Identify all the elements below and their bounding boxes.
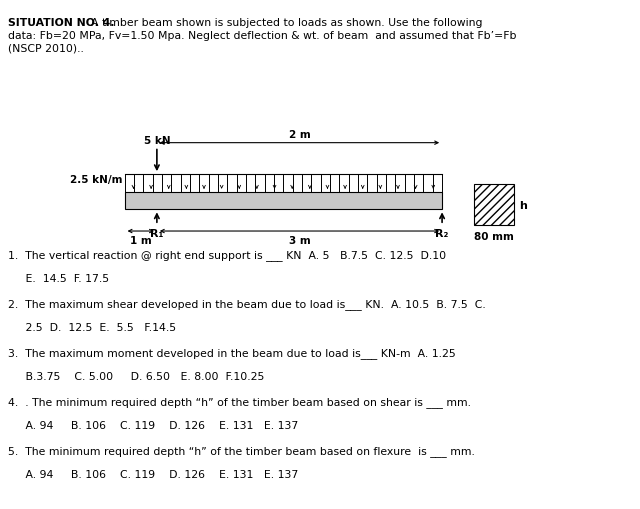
- Text: data: Fb=20 MPa, Fv=1.50 Mpa. Neglect deflection & wt. of beam  and assumed that: data: Fb=20 MPa, Fv=1.50 Mpa. Neglect de…: [8, 31, 516, 41]
- Bar: [474, 185, 514, 225]
- Text: 3 m: 3 m: [289, 236, 310, 245]
- Text: 4.  . The minimum required depth “h” of the timber beam based on shear is ___ mm: 4. . The minimum required depth “h” of t…: [8, 396, 470, 407]
- Text: A. 94     B. 106    C. 119    D. 126    E. 131   E. 137: A. 94 B. 106 C. 119 D. 126 E. 131 E. 137: [8, 420, 298, 431]
- Text: 2 m: 2 m: [289, 129, 310, 139]
- Text: 5.  The minimum required depth “h” of the timber beam based on flexure  is ___ m: 5. The minimum required depth “h” of the…: [8, 445, 474, 456]
- Text: h: h: [519, 200, 527, 210]
- Text: 1 m: 1 m: [130, 236, 152, 245]
- Text: 1.  The vertical reaction @ right end support is ___ KN  A. 5   B.7.5  C. 12.5  : 1. The vertical reaction @ right end sup…: [8, 249, 446, 260]
- Text: A. 94     B. 106    C. 119    D. 126    E. 131   E. 137: A. 94 B. 106 C. 119 D. 126 E. 131 E. 137: [8, 469, 298, 479]
- Text: (NSCP 2010)..: (NSCP 2010)..: [8, 43, 84, 53]
- Text: 5 kN: 5 kN: [143, 135, 170, 146]
- Text: A timber beam shown is subjected to loads as shown. Use the following: A timber beam shown is subjected to load…: [91, 18, 483, 28]
- Text: 3.  The maximum moment developed in the beam due to load is___ KN-m  A. 1.25: 3. The maximum moment developed in the b…: [8, 347, 456, 358]
- Text: SITUATION NO. 4.: SITUATION NO. 4.: [8, 18, 114, 28]
- Text: B.3.75    C. 5.00     D. 6.50   E. 8.00  F.10.25: B.3.75 C. 5.00 D. 6.50 E. 8.00 F.10.25: [8, 372, 264, 382]
- Text: E.  14.5  F. 17.5: E. 14.5 F. 17.5: [8, 274, 109, 284]
- Text: 2.5  D.  12.5  E.  5.5   F.14.5: 2.5 D. 12.5 E. 5.5 F.14.5: [8, 323, 176, 333]
- Text: 2.5 kN/m: 2.5 kN/m: [70, 175, 122, 185]
- Bar: [125, 192, 442, 210]
- Text: R₂: R₂: [435, 229, 449, 239]
- Text: R₁: R₁: [150, 229, 164, 239]
- Text: 80 mm: 80 mm: [474, 232, 514, 242]
- Text: 2.  The maximum shear developed in the beam due to load is___ KN.  A. 10.5  B. 7: 2. The maximum shear developed in the be…: [8, 298, 485, 309]
